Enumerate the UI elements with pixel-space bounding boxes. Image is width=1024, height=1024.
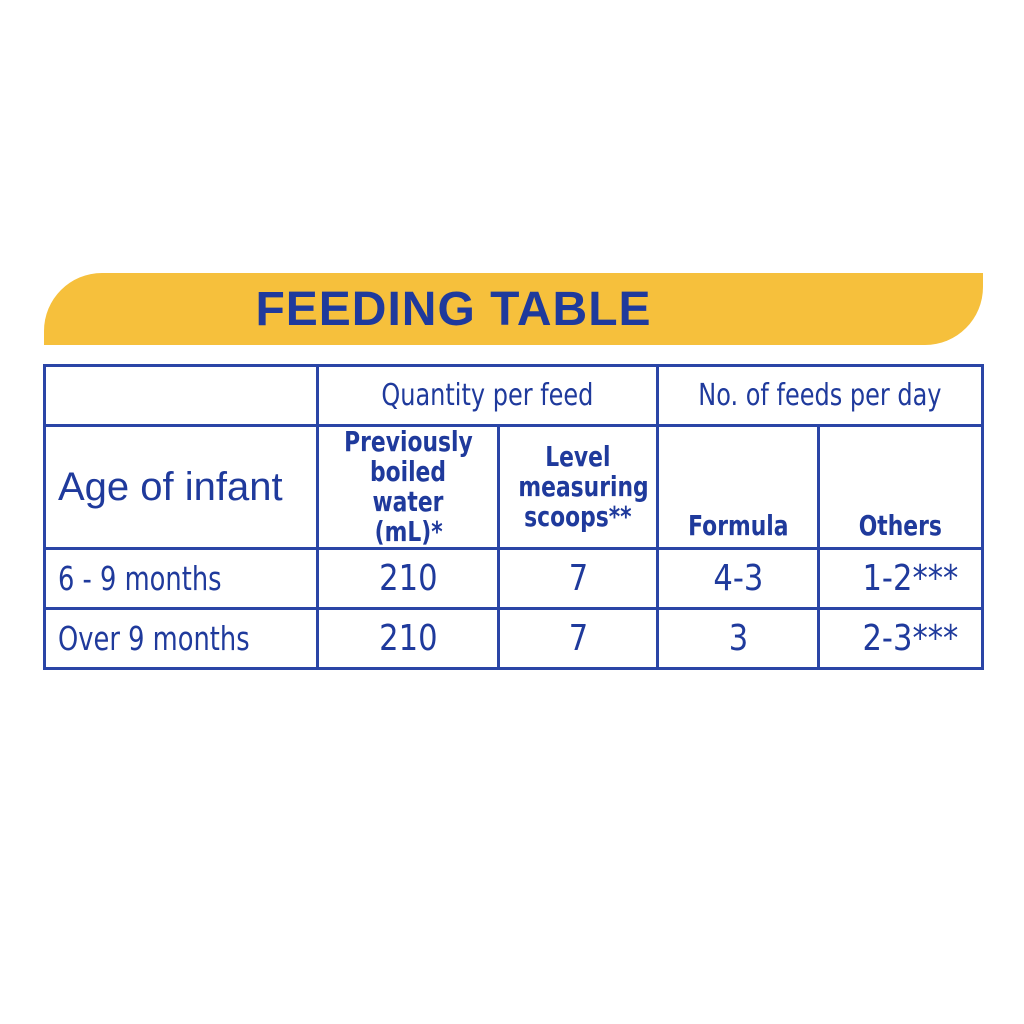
scoops-header-line-1: Level [545, 440, 611, 473]
formula-header-label: Formula [687, 509, 789, 542]
scoops-header-line-2: measuring [518, 470, 650, 503]
scoops-cell: 7 [497, 607, 660, 670]
water-column-header: Previously boiled water (mL)* [316, 424, 501, 550]
others-column-header: Others [817, 424, 984, 550]
others-cell: 2-3*** [817, 607, 984, 670]
column-header-row: Age of infant Previously boiled water (m… [42, 424, 984, 550]
quantity-group-cell: Quantity per feed [316, 364, 660, 427]
feeding-table: Quantity per feed No. of feeds per day A… [42, 364, 984, 670]
age-column-header: Age of infant [42, 424, 320, 550]
table-row: Over 9 months 210 7 3 2-3*** [42, 607, 984, 670]
feeds-group-cell: No. of feeds per day [656, 364, 984, 427]
formula-value: 3 [728, 618, 748, 659]
age-value: Over 9 months [58, 619, 250, 658]
water-header-line-1: Previously [344, 425, 473, 458]
scoops-header-line-3: scoops** [524, 500, 633, 533]
water-value: 210 [379, 558, 438, 599]
water-header-line-3: (mL)* [374, 515, 443, 548]
scoops-value: 7 [568, 558, 589, 599]
age-value: 6 - 9 months [58, 559, 222, 598]
water-cell: 210 [316, 607, 501, 670]
quantity-group-header: Quantity per feed [381, 378, 594, 413]
others-header-label: Others [858, 509, 943, 542]
age-cell: 6 - 9 months [42, 547, 320, 610]
water-cell: 210 [316, 547, 501, 610]
formula-value: 4-3 [713, 558, 764, 599]
formula-cell: 4-3 [656, 547, 821, 610]
scoops-column-header: Level measuring scoops** [497, 424, 660, 550]
formula-column-header: Formula [656, 424, 821, 550]
others-value: 2-3*** [862, 618, 959, 659]
table-row: 6 - 9 months 210 7 4-3 1-2*** [42, 547, 984, 610]
empty-corner-cell [42, 364, 320, 427]
feeds-group-header: No. of feeds per day [698, 378, 942, 413]
water-header-line-2: boiled water [370, 455, 447, 518]
water-value: 210 [379, 618, 438, 659]
formula-cell: 3 [656, 607, 821, 670]
others-cell: 1-2*** [817, 547, 984, 610]
title-banner: FEEDING TABLE [44, 273, 983, 345]
group-header-row: Quantity per feed No. of feeds per day [42, 364, 984, 427]
page-title: FEEDING TABLE [255, 282, 652, 336]
scoops-cell: 7 [497, 547, 660, 610]
scoops-value: 7 [568, 618, 589, 659]
age-cell: Over 9 months [42, 607, 320, 670]
others-value: 1-2*** [862, 558, 959, 599]
